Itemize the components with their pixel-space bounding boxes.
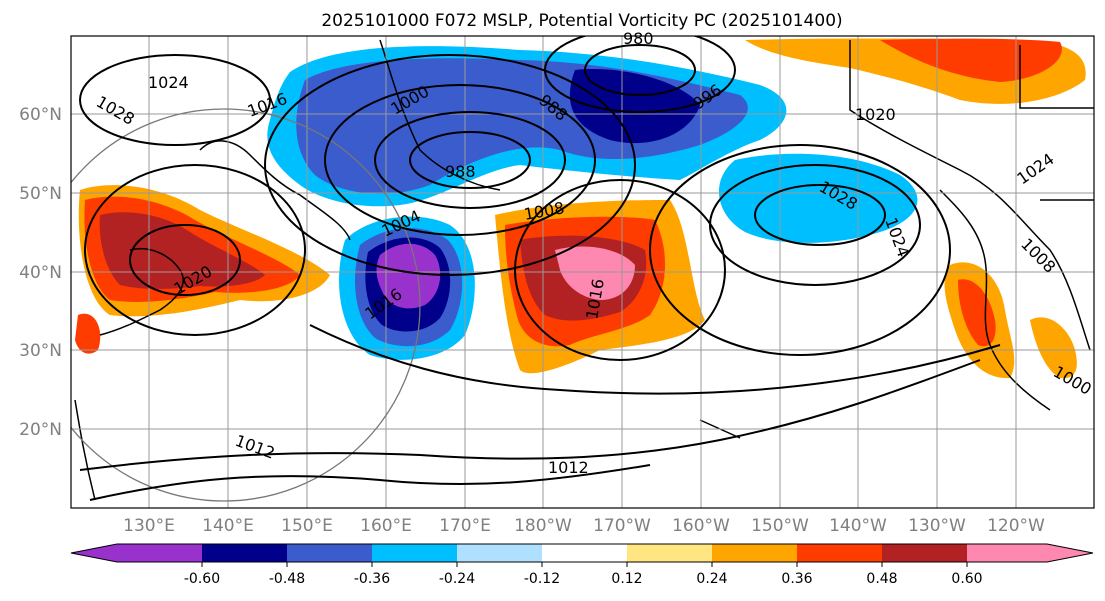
lon-label: 170°W (593, 516, 651, 536)
colorbar-outline (70, 543, 1094, 563)
lon-label: 170°E (439, 516, 491, 536)
colorbar-tick-label: -0.36 (354, 571, 390, 587)
map-panel: 1024 1028 1016 1000 980 988 996 1020 100… (70, 29, 1095, 509)
lon-label: 140°W (829, 516, 887, 536)
colorbar-segment (457, 544, 542, 562)
colorbar-segment (712, 544, 797, 562)
colorbar-ticks (201, 562, 968, 567)
isobar-label: 1024 (148, 73, 189, 92)
longitude-labels: 130°E 140°E 150°E 160°E 170°E 180°W 170°… (123, 516, 1045, 536)
isobar-label: 1012 (548, 458, 589, 477)
colorbar-tick-label: -0.48 (269, 571, 305, 587)
isobar-label: 1020 (855, 105, 896, 124)
colorbar-tick-label: 0.48 (866, 571, 897, 587)
colorbar-segment (287, 544, 372, 562)
lon-label: 150°W (751, 516, 809, 536)
lat-label: 30°N (19, 341, 62, 361)
colorbar-segment (542, 544, 627, 562)
colorbar-tick-label: -0.60 (184, 571, 220, 587)
lon-label: 180°W (514, 516, 572, 536)
colorbar-tick-label: 0.12 (611, 571, 642, 587)
lon-label: 140°E (202, 516, 254, 536)
lat-label: 60°N (19, 105, 62, 125)
colorbar-tick-label: 0.24 (696, 571, 727, 587)
coastlines (74, 39, 1094, 501)
colorbar: -0.60 -0.48 -0.36 -0.24 -0.12 0.12 0.24 … (70, 543, 1094, 587)
lon-label: 160°W (672, 516, 730, 536)
map-title: 2025101000 F072 MSLP, Potential Vorticit… (321, 11, 842, 31)
lon-label: 130°E (123, 516, 175, 536)
colorbar-segment (1047, 544, 1093, 562)
lat-label: 40°N (19, 263, 62, 283)
colorbar-segment (882, 544, 967, 562)
lon-label: 120°W (987, 516, 1045, 536)
isobar-label: 988 (445, 162, 476, 181)
colorbar-segment (117, 544, 202, 562)
isobar-label: 980 (623, 29, 654, 48)
colorbar-tick-label: 0.36 (781, 571, 812, 587)
map-frame (70, 35, 1095, 509)
pv-shading-negative (267, 46, 918, 360)
colorbar-segment (797, 544, 882, 562)
colorbar-tick-label: -0.24 (439, 571, 475, 587)
range-ring (71, 108, 421, 502)
colorbar-segment (372, 544, 457, 562)
lon-label: 160°E (360, 516, 412, 536)
latitude-labels: 60°N 50°N 40°N 30°N 20°N (19, 105, 62, 440)
colorbar-tick-label: 0.60 (951, 571, 982, 587)
colorbar-segment (202, 544, 287, 562)
colorbar-segment (967, 544, 1047, 562)
lat-label: 50°N (19, 184, 62, 204)
colorbar-tick-label: -0.12 (524, 571, 560, 587)
lon-label: 150°E (281, 516, 333, 536)
colorbar-segment (627, 544, 712, 562)
mslp-isobars (79, 36, 1001, 501)
colorbar-segment (71, 544, 117, 562)
lat-label: 20°N (19, 420, 62, 440)
lon-label: 130°W (908, 516, 966, 536)
